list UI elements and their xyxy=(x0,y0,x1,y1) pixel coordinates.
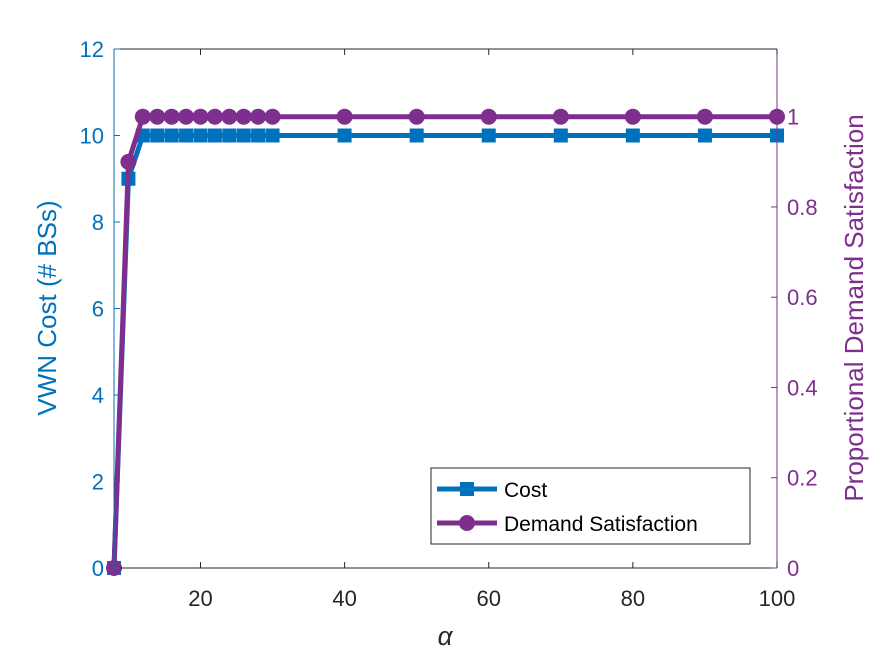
x-tick-label: 60 xyxy=(476,586,500,611)
data-point-demand-satisfaction xyxy=(235,108,252,125)
y-left-tick-label: 10 xyxy=(80,124,104,149)
data-point-demand-satisfaction xyxy=(134,108,151,125)
x-tick-label: 100 xyxy=(759,586,796,611)
data-point-cost xyxy=(251,128,266,143)
data-point-demand-satisfaction xyxy=(120,153,137,170)
data-point-demand-satisfaction xyxy=(206,108,223,125)
x-axis-label: α xyxy=(438,621,454,651)
data-point-cost xyxy=(193,128,208,143)
data-point-demand-satisfaction xyxy=(163,108,180,125)
y-right-tick-label: 0.4 xyxy=(787,375,818,400)
data-point-cost xyxy=(236,128,251,143)
data-point-demand-satisfaction xyxy=(264,108,281,125)
legend-label-demand-satisfaction: Demand Satisfaction xyxy=(504,513,698,536)
data-point-cost xyxy=(265,128,280,143)
legend-label-cost: Cost xyxy=(504,479,547,502)
data-point-demand-satisfaction xyxy=(480,108,497,125)
series-layer xyxy=(106,108,785,576)
data-point-cost xyxy=(481,128,496,143)
y-right-tick-label: 0.8 xyxy=(787,195,818,220)
y-left-tick-label: 12 xyxy=(80,37,104,62)
y-right-tick-label: 0.2 xyxy=(787,466,818,491)
data-point-cost xyxy=(625,128,640,143)
y-right-tick-label: 0 xyxy=(787,556,799,581)
data-point-demand-satisfaction xyxy=(552,108,569,125)
x-tick-label: 20 xyxy=(188,586,212,611)
data-point-demand-satisfaction xyxy=(250,108,267,125)
data-point-demand-satisfaction xyxy=(178,108,195,125)
data-point-demand-satisfaction xyxy=(336,108,353,125)
data-point-demand-satisfaction xyxy=(221,108,238,125)
y-left-tick-label: 0 xyxy=(92,556,104,581)
data-point-cost xyxy=(409,128,424,143)
data-point-demand-satisfaction xyxy=(624,108,641,125)
data-point-cost xyxy=(697,128,712,143)
y-left-tick-label: 2 xyxy=(92,470,104,495)
y-right-tick-label: 1 xyxy=(787,105,799,130)
legend-marker-circle xyxy=(459,515,475,531)
data-point-cost xyxy=(164,128,179,143)
x-tick-label: 80 xyxy=(621,586,645,611)
y-axis-right-label: Proportional Demand Satisfaction xyxy=(839,114,869,501)
y-left-tick-label: 6 xyxy=(92,297,104,322)
data-point-cost xyxy=(337,128,352,143)
legend-marker-square xyxy=(460,482,474,496)
data-point-demand-satisfaction xyxy=(696,108,713,125)
x-tick-label: 40 xyxy=(332,586,356,611)
data-point-cost xyxy=(150,128,165,143)
y-left-tick-label: 4 xyxy=(92,383,104,408)
legend: Cost Demand Satisfaction xyxy=(430,467,751,545)
data-point-cost xyxy=(179,128,194,143)
data-point-demand-satisfaction xyxy=(149,108,166,125)
data-point-cost xyxy=(553,128,568,143)
legend-box xyxy=(430,467,751,545)
data-point-cost xyxy=(222,128,237,143)
data-point-demand-satisfaction xyxy=(192,108,209,125)
y-left-tick-label: 8 xyxy=(92,210,104,235)
axes-layer: 20 40 60 80 100 0 2 4 6 8 10 12 0 0.2 0.4 0.6 0.8 1 xyxy=(80,37,818,611)
y-axis-left-label: VWN Cost (# BSs) xyxy=(32,200,62,415)
data-point-cost xyxy=(207,128,222,143)
y-right-tick-label: 0.6 xyxy=(787,285,818,310)
data-point-demand-satisfaction xyxy=(408,108,425,125)
